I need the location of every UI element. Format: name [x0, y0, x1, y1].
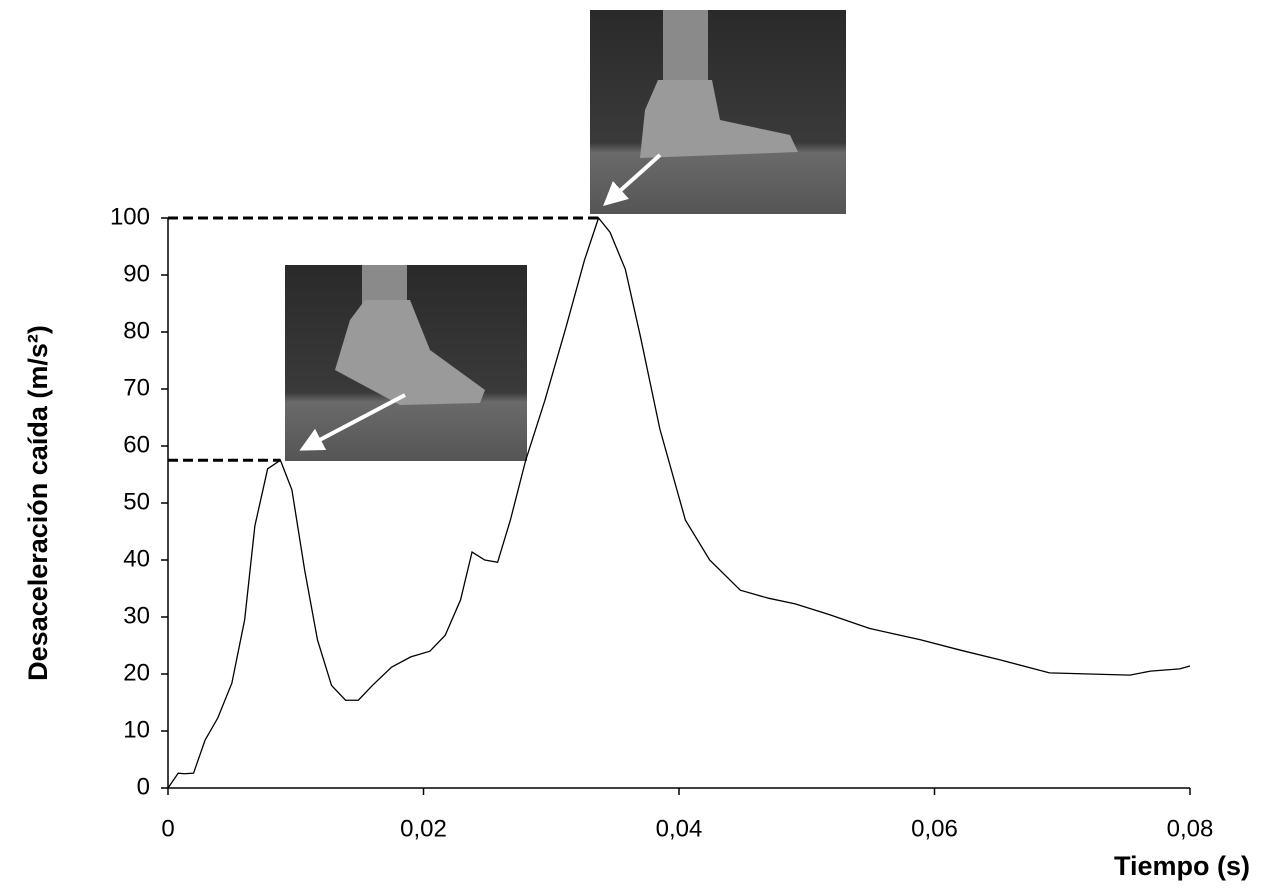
y-tick-label: 50	[123, 488, 150, 515]
photo-peak	[590, 10, 846, 214]
x-tick-label: 0,08	[1167, 815, 1214, 842]
x-tick-label: 0,06	[911, 815, 958, 842]
y-tick-label: 20	[123, 659, 150, 686]
y-tick-label: 90	[123, 260, 150, 287]
y-axis-label: Desaceleración caída (m/s²)	[23, 325, 53, 681]
x-tick-label: 0,04	[656, 815, 703, 842]
y-tick-label: 80	[123, 317, 150, 344]
x-axis-label: Tiempo (s)	[1114, 851, 1250, 881]
photo-first-peak	[285, 265, 527, 461]
x-tick-label: 0,02	[400, 815, 447, 842]
y-tick-label: 10	[123, 716, 150, 743]
y-tick-label: 30	[123, 602, 150, 629]
y-tick-label: 100	[110, 203, 150, 230]
y-tick-label: 40	[123, 545, 150, 572]
y-tick-label: 0	[137, 773, 150, 800]
y-tick-label: 70	[123, 374, 150, 401]
y-tick-label: 60	[123, 431, 150, 458]
x-tick-label: 0	[161, 815, 174, 842]
data-line	[167, 216, 1191, 789]
